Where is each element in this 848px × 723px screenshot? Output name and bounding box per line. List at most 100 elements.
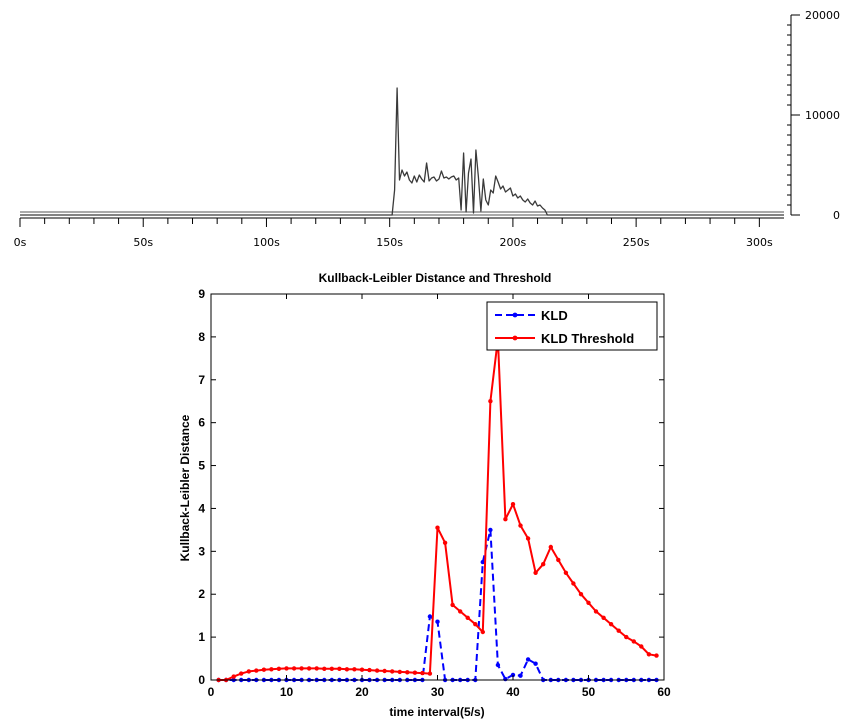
kld-y-tick-label: 2: [198, 587, 205, 601]
kld-data-point: [412, 670, 418, 675]
kld-data-point: [525, 657, 531, 662]
kld-data-point: [397, 669, 402, 675]
traffic-x-tick-label: 50s: [133, 236, 153, 249]
kld-data-point: [442, 540, 448, 545]
kld-data-point: [518, 523, 523, 528]
kld-data-point: [329, 666, 334, 671]
kld-data-point: [246, 669, 251, 674]
kld-data-point: [337, 666, 342, 671]
kld-chart-series: [216, 336, 659, 683]
kld-data-point: [359, 667, 365, 672]
kld-data-point: [503, 676, 508, 682]
kld-x-tick-label: 50: [582, 685, 596, 699]
traffic-x-tick-label: 0s: [14, 236, 27, 249]
kld-data-point: [254, 668, 259, 673]
kld-data-point: [541, 562, 546, 567]
traffic-chart: 0s 50s 100s 150s 200s 250s 300s 0 10000 20000: [14, 9, 840, 249]
kld-chart-legend: KLD KLD Threshold: [486, 301, 658, 351]
kld-legend-marker: [512, 312, 518, 318]
kld-y-tick-label: 3: [198, 544, 205, 558]
kld-y-tick-label: 1: [198, 630, 205, 644]
kld-x-tick-label: 10: [280, 685, 294, 699]
kld-data-point: [616, 628, 621, 633]
kld-data-point: [601, 615, 606, 620]
kld-data-point: [405, 670, 410, 675]
kld-data-point: [646, 652, 652, 657]
kld-data-point: [578, 592, 584, 597]
traffic-x-tick-label: 200s: [500, 236, 527, 249]
kld-y-tick-label: 0: [198, 673, 205, 687]
kld-data-point: [533, 570, 538, 575]
kld-data-point: [420, 670, 425, 676]
kld-data-point: [488, 399, 493, 404]
traffic-y-tick-label: 20000: [805, 9, 840, 22]
kld-x-tick-label: 20: [355, 685, 369, 699]
kld-data-point: [608, 622, 614, 627]
traffic-chart-x-ticks: 0s 50s 100s 150s 200s 250s 300s: [14, 218, 773, 249]
kld-y-tick-label: 6: [198, 416, 205, 430]
traffic-x-tick-label: 250s: [623, 236, 650, 249]
kld-data-point: [374, 668, 380, 673]
kld-data-point: [631, 639, 636, 644]
kld-legend-label: KLD: [541, 308, 568, 323]
kld-data-point: [488, 527, 493, 533]
kld-data-point: [344, 667, 350, 672]
kld-data-point: [435, 525, 440, 530]
traffic-chart-y-ticks: 0 10000 20000: [787, 9, 840, 222]
kld-y-tick-label: 4: [198, 501, 205, 515]
traffic-series-line: [20, 87, 784, 216]
kld-x-tick-label: 30: [431, 685, 445, 699]
kld-data-point: [654, 653, 659, 658]
kld-data-point: [239, 671, 244, 676]
kld-data-point: [458, 609, 463, 614]
kld-series-kld: [216, 527, 659, 683]
kld-data-point: [427, 614, 433, 619]
kld-data-point: [510, 672, 516, 678]
kld-data-point: [352, 667, 357, 672]
kld-data-point: [624, 634, 629, 640]
kld-data-point: [548, 544, 553, 550]
kld-legend-box: [486, 301, 658, 351]
traffic-x-tick-label: 300s: [746, 236, 773, 249]
traffic-chart-axes: [20, 15, 792, 219]
kld-data-point: [563, 570, 569, 575]
kld-data-point: [639, 644, 644, 649]
traffic-chart-series: [20, 87, 784, 216]
kld-data-point: [299, 666, 304, 671]
kld-data-point: [284, 666, 289, 671]
kld-y-tick-label: 7: [198, 373, 205, 387]
kld-data-point: [367, 667, 372, 673]
kld-data-point: [473, 622, 478, 627]
kld-chart-y-axis-label: Kullback-Leibler Distance: [178, 414, 192, 561]
kld-data-point: [518, 673, 523, 678]
kld-series-line: [218, 338, 657, 681]
kld-data-point: [495, 662, 501, 668]
kld-series-threshold: [216, 336, 659, 683]
kld-legend-marker: [512, 335, 518, 341]
kld-data-point: [427, 671, 433, 676]
kld-data-point: [480, 629, 485, 635]
kld-chart-y-ticks: 0 1 2 3 4 5 6 7 8 9: [198, 287, 664, 687]
kld-data-point: [322, 666, 327, 671]
kld-x-tick-label: 60: [657, 685, 671, 699]
kld-data-point: [556, 557, 561, 563]
kld-data-point: [586, 600, 591, 605]
traffic-x-tick-label: 150s: [376, 236, 403, 249]
kld-data-point: [450, 602, 455, 608]
kld-chart-x-ticks: 0 10 20 30 40 50 60: [208, 294, 671, 699]
kld-data-point: [276, 666, 282, 671]
kld-chart: Kullback-Leibler Distance and Threshold …: [178, 271, 671, 719]
kld-chart-title: Kullback-Leibler Distance and Threshold: [319, 271, 552, 285]
kld-data-point: [593, 609, 599, 614]
kld-data-point: [465, 615, 470, 620]
kld-data-point: [435, 619, 440, 624]
kld-x-tick-label: 0: [208, 685, 215, 699]
kld-y-tick-label: 5: [198, 459, 205, 473]
traffic-y-tick-label: 0: [833, 209, 840, 222]
kld-y-tick-label: 9: [198, 287, 205, 301]
kld-data-point: [480, 559, 485, 565]
kld-data-point: [510, 502, 516, 507]
kld-chart-x-axis-label: time interval(5/s): [389, 705, 484, 719]
kld-legend-label: KLD Threshold: [541, 331, 634, 346]
